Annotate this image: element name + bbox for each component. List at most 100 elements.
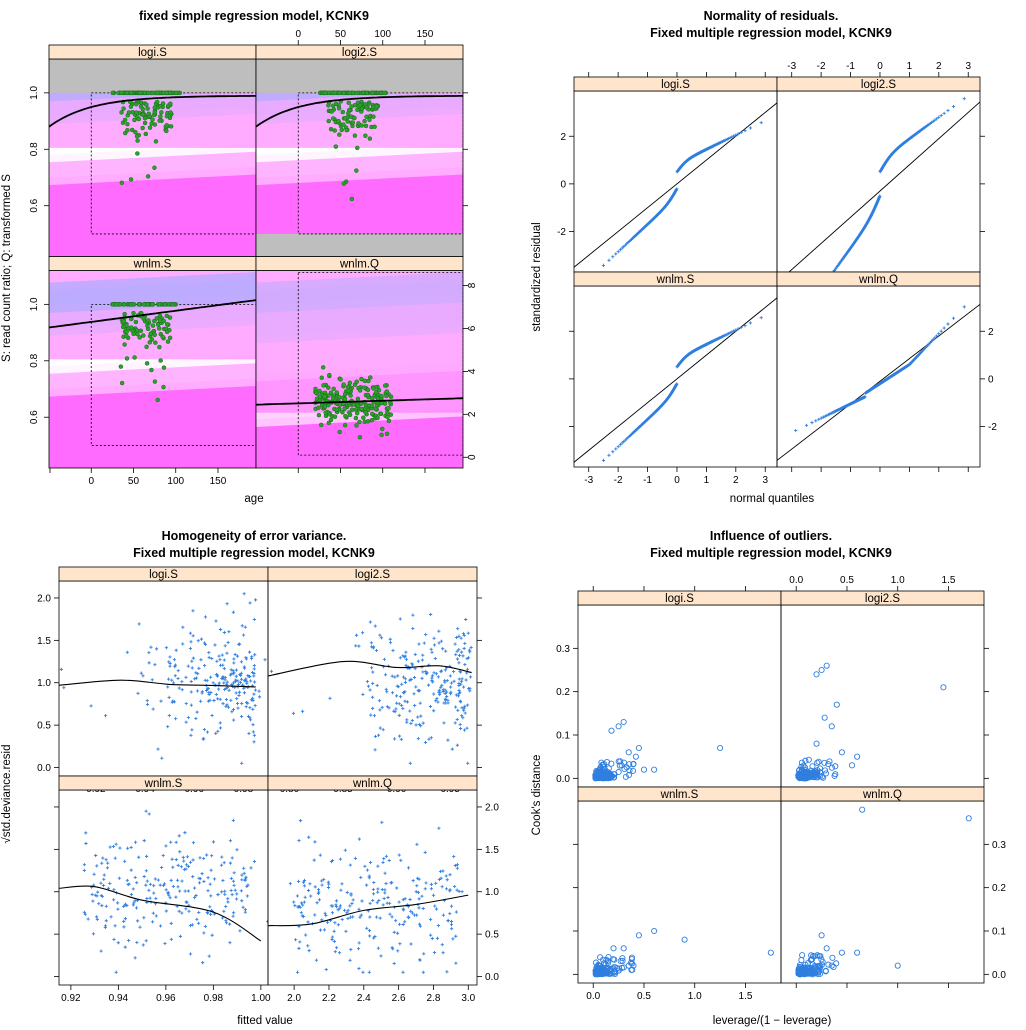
- homog-point-3-218: [308, 882, 312, 886]
- fit-point-1-79: [347, 107, 352, 113]
- homog-point-3-61: [440, 885, 444, 889]
- qq-top-xtick-label-1: -2: [817, 61, 826, 72]
- qq-ylabel: standardized residual: [531, 222, 543, 331]
- homog-point-0-33: [172, 700, 177, 704]
- homog-point-3-139: [376, 864, 380, 868]
- homog-point-2-114: [163, 941, 167, 946]
- fit-point-q-76: [327, 372, 332, 378]
- fit-point-2-5: [124, 356, 130, 361]
- homog-point-1-231: [370, 666, 374, 670]
- cooks-mid-1-21: [809, 763, 816, 770]
- homog-2-xtick-label-4: 1.00: [251, 993, 271, 1004]
- homog-point-1-167: [435, 697, 439, 701]
- homog-point-2-141: [190, 923, 194, 927]
- homog-point-3-32: [414, 890, 418, 894]
- homog-point-3-76: [292, 900, 296, 904]
- homog-point-2-253: [158, 883, 162, 887]
- cooks-mid-0-16: [608, 760, 615, 767]
- cooks-strip-1: [780, 590, 985, 606]
- fit-grey-band-1-1: [256, 233, 463, 257]
- fit-point-q-203: [316, 405, 321, 410]
- homog-point-0-49: [210, 656, 214, 661]
- cooks-ylabel: Cook's distance: [531, 755, 543, 836]
- homog-point-2-71: [154, 914, 158, 918]
- qq-point-2-2: [607, 453, 611, 457]
- fit-point-0-80: [135, 151, 140, 156]
- homog-point-2-66: [117, 876, 121, 880]
- homog-point-2-231: [132, 901, 136, 905]
- homog-point-1-43: [390, 691, 395, 695]
- homog-point-2-185: [239, 889, 243, 893]
- homog-point-3-93: [401, 970, 405, 974]
- homog-point-2-212: [95, 917, 99, 922]
- qq-title-line1: Normality of residuals.: [704, 9, 839, 23]
- fit-point-2-57: [157, 344, 162, 350]
- homog-panel-border-0: [58, 580, 269, 777]
- qq-point-1-238: [951, 104, 956, 109]
- homog-point-2-169: [181, 855, 185, 859]
- cooks-strip-label-3: wnlm.Q: [862, 789, 902, 801]
- homog-point-0-258: [222, 667, 226, 671]
- homog-point-3-168: [411, 879, 415, 883]
- homog-point-0-4: [234, 691, 238, 695]
- fit-point-1-69: [359, 106, 365, 111]
- homog-point-2-33: [111, 844, 116, 849]
- qq-point-3-7: [823, 414, 827, 418]
- homog-point-3-140: [368, 934, 372, 938]
- qq-point-1-3: [814, 294, 817, 297]
- homog-point-0-74: [237, 642, 242, 646]
- homog-point-1-182: [400, 682, 404, 686]
- homog-point-2-39: [208, 905, 212, 909]
- qq-3-ytick-label-1: 0: [988, 374, 994, 385]
- homog-2-xtick-label-3: 0.98: [204, 993, 224, 1004]
- homog-point-0-91: [223, 644, 227, 648]
- homog-point-2-153: [212, 877, 217, 881]
- fit-point-1-88: [357, 102, 363, 108]
- homog-point-2-216: [198, 856, 202, 860]
- cooks-y-0-ytick-label-0: 0.0: [556, 774, 570, 785]
- fit-strip-label-0: logi.S: [138, 47, 167, 59]
- homog-point-1-133: [469, 645, 473, 650]
- homog-point-2-58: [233, 888, 237, 892]
- fit-point-1-3: [341, 181, 347, 186]
- homog-point-2-247: [168, 896, 172, 900]
- homog-point-2-17: [112, 888, 116, 892]
- fit-point-1-22: [355, 145, 360, 151]
- homog-point-0-100: [229, 672, 233, 676]
- qq-strip-label-2: wnlm.S: [656, 274, 695, 286]
- homog-point-2-70: [113, 924, 117, 928]
- fit-point-q-189: [388, 412, 394, 417]
- fit-point-0-50: [154, 99, 160, 105]
- cooks-outlier-0-4: [632, 753, 639, 760]
- homog-point-1-90: [403, 677, 407, 681]
- fit-panel-2: [49, 270, 256, 468]
- qq-point-1-234: [937, 115, 941, 119]
- qq-top-xtick-label-0: -3: [787, 61, 796, 72]
- homog-xlabel: fitted value: [237, 1015, 293, 1027]
- qq-panel-border-0: [573, 90, 778, 273]
- homog-point-0-128: [186, 715, 190, 720]
- homog-point-3-105: [332, 939, 337, 943]
- fit-chart: fixed simple regression model, KCNK9 age…: [1, 9, 478, 505]
- cooks-outlier-0-3: [625, 749, 632, 756]
- cooks-mid-0-23: [629, 767, 637, 774]
- homog-point-2-122: [175, 878, 180, 882]
- homog-point-3-179: [306, 888, 311, 893]
- homog-point-2-192: [171, 865, 175, 869]
- fit-3-ytick-label-0: 0: [467, 454, 478, 460]
- fit-point-q-205: [323, 410, 329, 416]
- homog-point-1-80: [420, 658, 424, 662]
- qq-point-0-231: [728, 136, 732, 140]
- cooks-mid-0-27: [604, 770, 611, 777]
- homog-point-1-140: [378, 708, 382, 712]
- homog-point-0-185: [218, 726, 223, 730]
- homog-point-2-189: [133, 875, 137, 880]
- homog-point-3-130: [460, 890, 464, 894]
- homog-point-0-104: [217, 654, 221, 658]
- cooks-strip-label-2: wnlm.S: [660, 789, 699, 801]
- homog-point-2-101: [188, 952, 193, 956]
- qq-point-2-234: [734, 328, 738, 332]
- homog-point-0-230: [244, 705, 248, 709]
- homog-point-3-233: [330, 911, 335, 915]
